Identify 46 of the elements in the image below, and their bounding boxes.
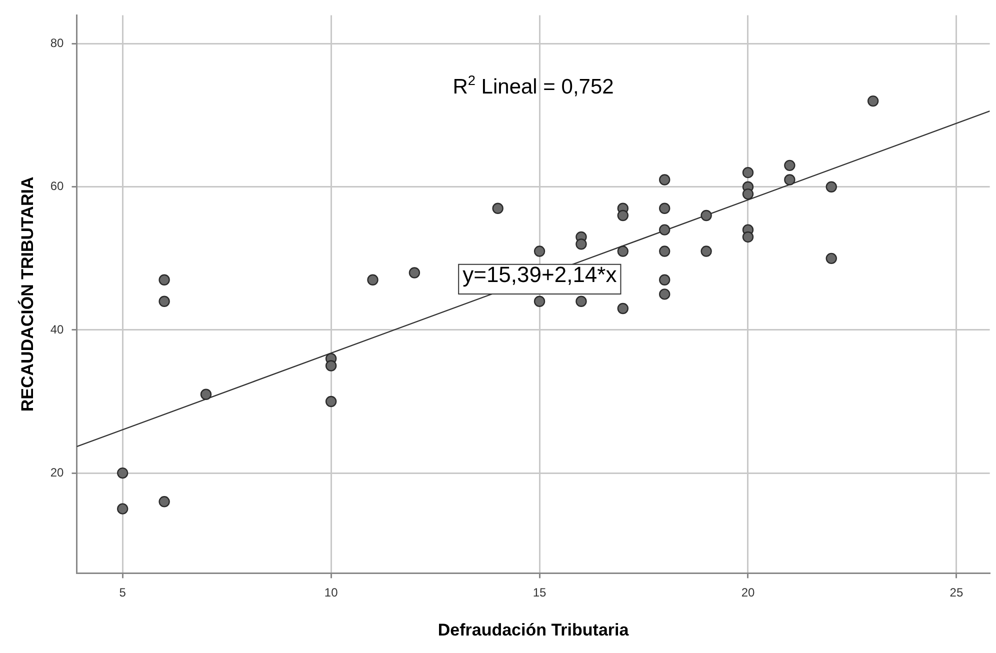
- x-tick-label: 10: [324, 586, 338, 600]
- point: [325, 360, 337, 372]
- y-tick-label: 40: [50, 322, 64, 336]
- point: [742, 188, 754, 200]
- x-tick-label: 15: [532, 586, 547, 600]
- point: [659, 174, 670, 186]
- y-tick-label: 20: [50, 465, 64, 480]
- y-tick-label: 60: [50, 179, 64, 194]
- point: [700, 246, 712, 257]
- point: [576, 238, 587, 250]
- point: [158, 296, 170, 307]
- x-tick-label: 20: [741, 586, 755, 600]
- point: [492, 202, 504, 214]
- point: [617, 246, 629, 257]
- point: [617, 302, 629, 314]
- point: [158, 274, 170, 286]
- point: [158, 496, 170, 508]
- point: [367, 274, 378, 286]
- y-tick-label: 80: [50, 36, 64, 50]
- point: [659, 224, 670, 236]
- point: [408, 267, 420, 278]
- point: [117, 467, 128, 479]
- point: [867, 95, 879, 107]
- point: [659, 274, 670, 286]
- point: [534, 296, 546, 307]
- point: [325, 396, 337, 408]
- point: [617, 210, 629, 222]
- point: [659, 288, 670, 300]
- point: [742, 231, 754, 243]
- point: [784, 160, 796, 172]
- x-axis-title: Defraudación Tributaria: [438, 620, 630, 640]
- point: [659, 202, 670, 214]
- point: [742, 166, 754, 178]
- point: [826, 252, 837, 264]
- point: [200, 388, 212, 400]
- point: [700, 210, 712, 222]
- point: [659, 246, 670, 257]
- annotation: y=15,39+2,14*x: [462, 262, 617, 287]
- point: [826, 181, 837, 192]
- x-tick-label: 25: [950, 586, 964, 600]
- y-axis-title: RECAUDACIÓN TRIBUTARIA: [16, 176, 37, 412]
- point: [576, 296, 587, 307]
- point: [117, 503, 128, 514]
- x-tick-label: 5: [119, 586, 126, 600]
- point: [534, 246, 546, 257]
- point: [784, 174, 796, 186]
